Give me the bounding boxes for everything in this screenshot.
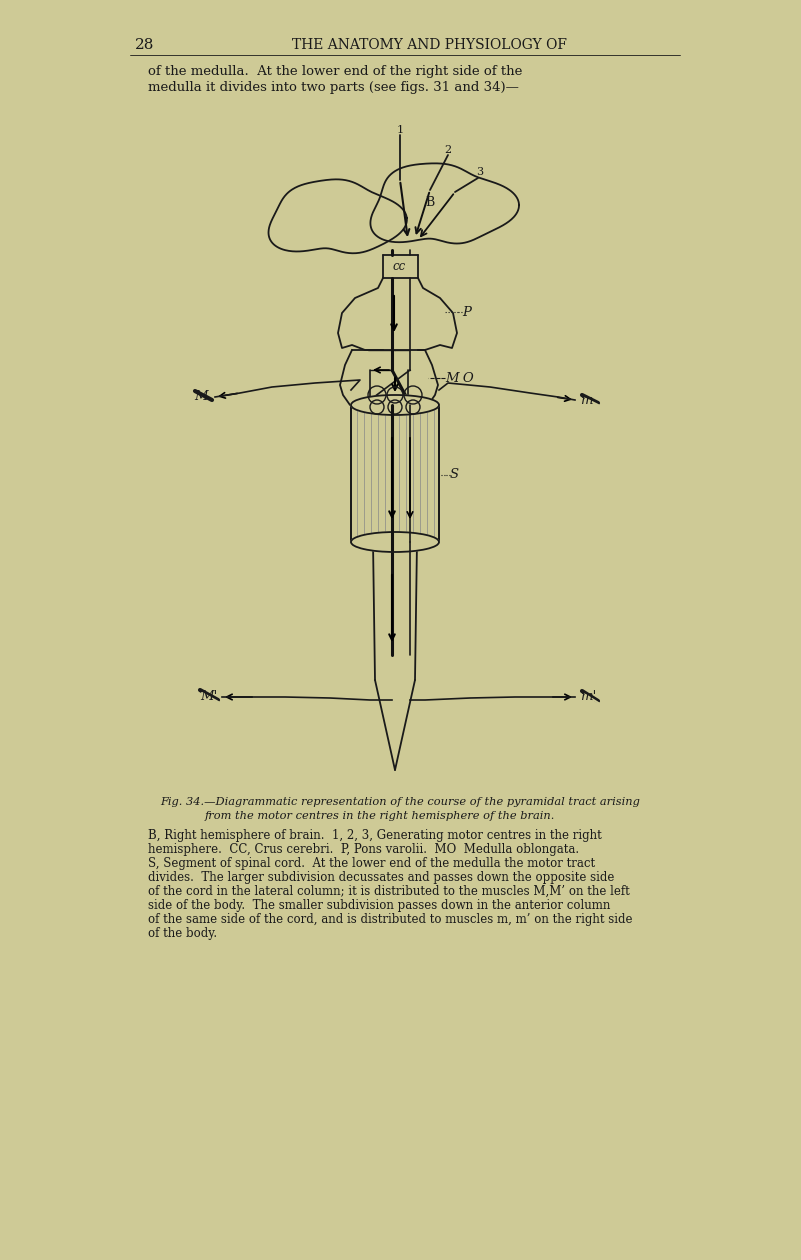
Text: 2: 2 <box>445 145 452 155</box>
Text: hemisphere.  CC, Crus cerebri.  P, Pons varolii.  MO  Medulla oblongata.: hemisphere. CC, Crus cerebri. P, Pons va… <box>148 843 579 856</box>
Ellipse shape <box>351 394 439 415</box>
Text: M O: M O <box>445 372 473 384</box>
Text: B: B <box>425 195 435 208</box>
Polygon shape <box>268 179 407 253</box>
Text: divides.  The larger subdivision decussates and passes down the opposite side: divides. The larger subdivision decussat… <box>148 871 614 885</box>
Text: S: S <box>450 469 459 481</box>
Text: 28: 28 <box>135 38 155 52</box>
Text: from the motor centres in the right hemisphere of the brain.: from the motor centres in the right hemi… <box>205 811 555 822</box>
Text: m': m' <box>580 690 596 703</box>
Text: M': M' <box>199 690 217 703</box>
Polygon shape <box>370 164 519 243</box>
Polygon shape <box>338 278 383 350</box>
Text: B, Right hemisphere of brain.  1, 2, 3, Generating motor centres in the right: B, Right hemisphere of brain. 1, 2, 3, G… <box>148 829 602 842</box>
Text: m: m <box>580 393 593 407</box>
Ellipse shape <box>351 532 439 552</box>
Text: of the body.: of the body. <box>148 927 217 940</box>
Polygon shape <box>340 350 368 404</box>
Text: side of the body.  The smaller subdivision passes down in the anterior column: side of the body. The smaller subdivisio… <box>148 900 610 912</box>
Text: S, Segment of spinal cord.  At the lower end of the medulla the motor tract: S, Segment of spinal cord. At the lower … <box>148 857 595 871</box>
Text: of the same side of the cord, and is distributed to muscles m, m’ on the right s: of the same side of the cord, and is dis… <box>148 914 633 926</box>
Text: of the cord in the lateral column; it is distributed to the muscles M,M’ on the : of the cord in the lateral column; it is… <box>148 885 630 898</box>
Text: of the medulla.  At the lower end of the right side of the: of the medulla. At the lower end of the … <box>148 66 522 78</box>
Text: THE ANATOMY AND PHYSIOLOGY OF: THE ANATOMY AND PHYSIOLOGY OF <box>292 38 567 52</box>
Text: 1: 1 <box>396 125 404 135</box>
Text: medulla it divides into two parts (see figs. 31 and 34)—: medulla it divides into two parts (see f… <box>148 82 519 94</box>
Text: M: M <box>195 391 208 403</box>
Text: cc: cc <box>392 260 405 272</box>
Text: P: P <box>462 305 471 319</box>
Polygon shape <box>418 278 457 350</box>
Text: Fig. 34.—Diagrammatic representation of the course of the pyramidal tract arisin: Fig. 34.—Diagrammatic representation of … <box>160 798 640 806</box>
Text: 3: 3 <box>477 168 484 176</box>
